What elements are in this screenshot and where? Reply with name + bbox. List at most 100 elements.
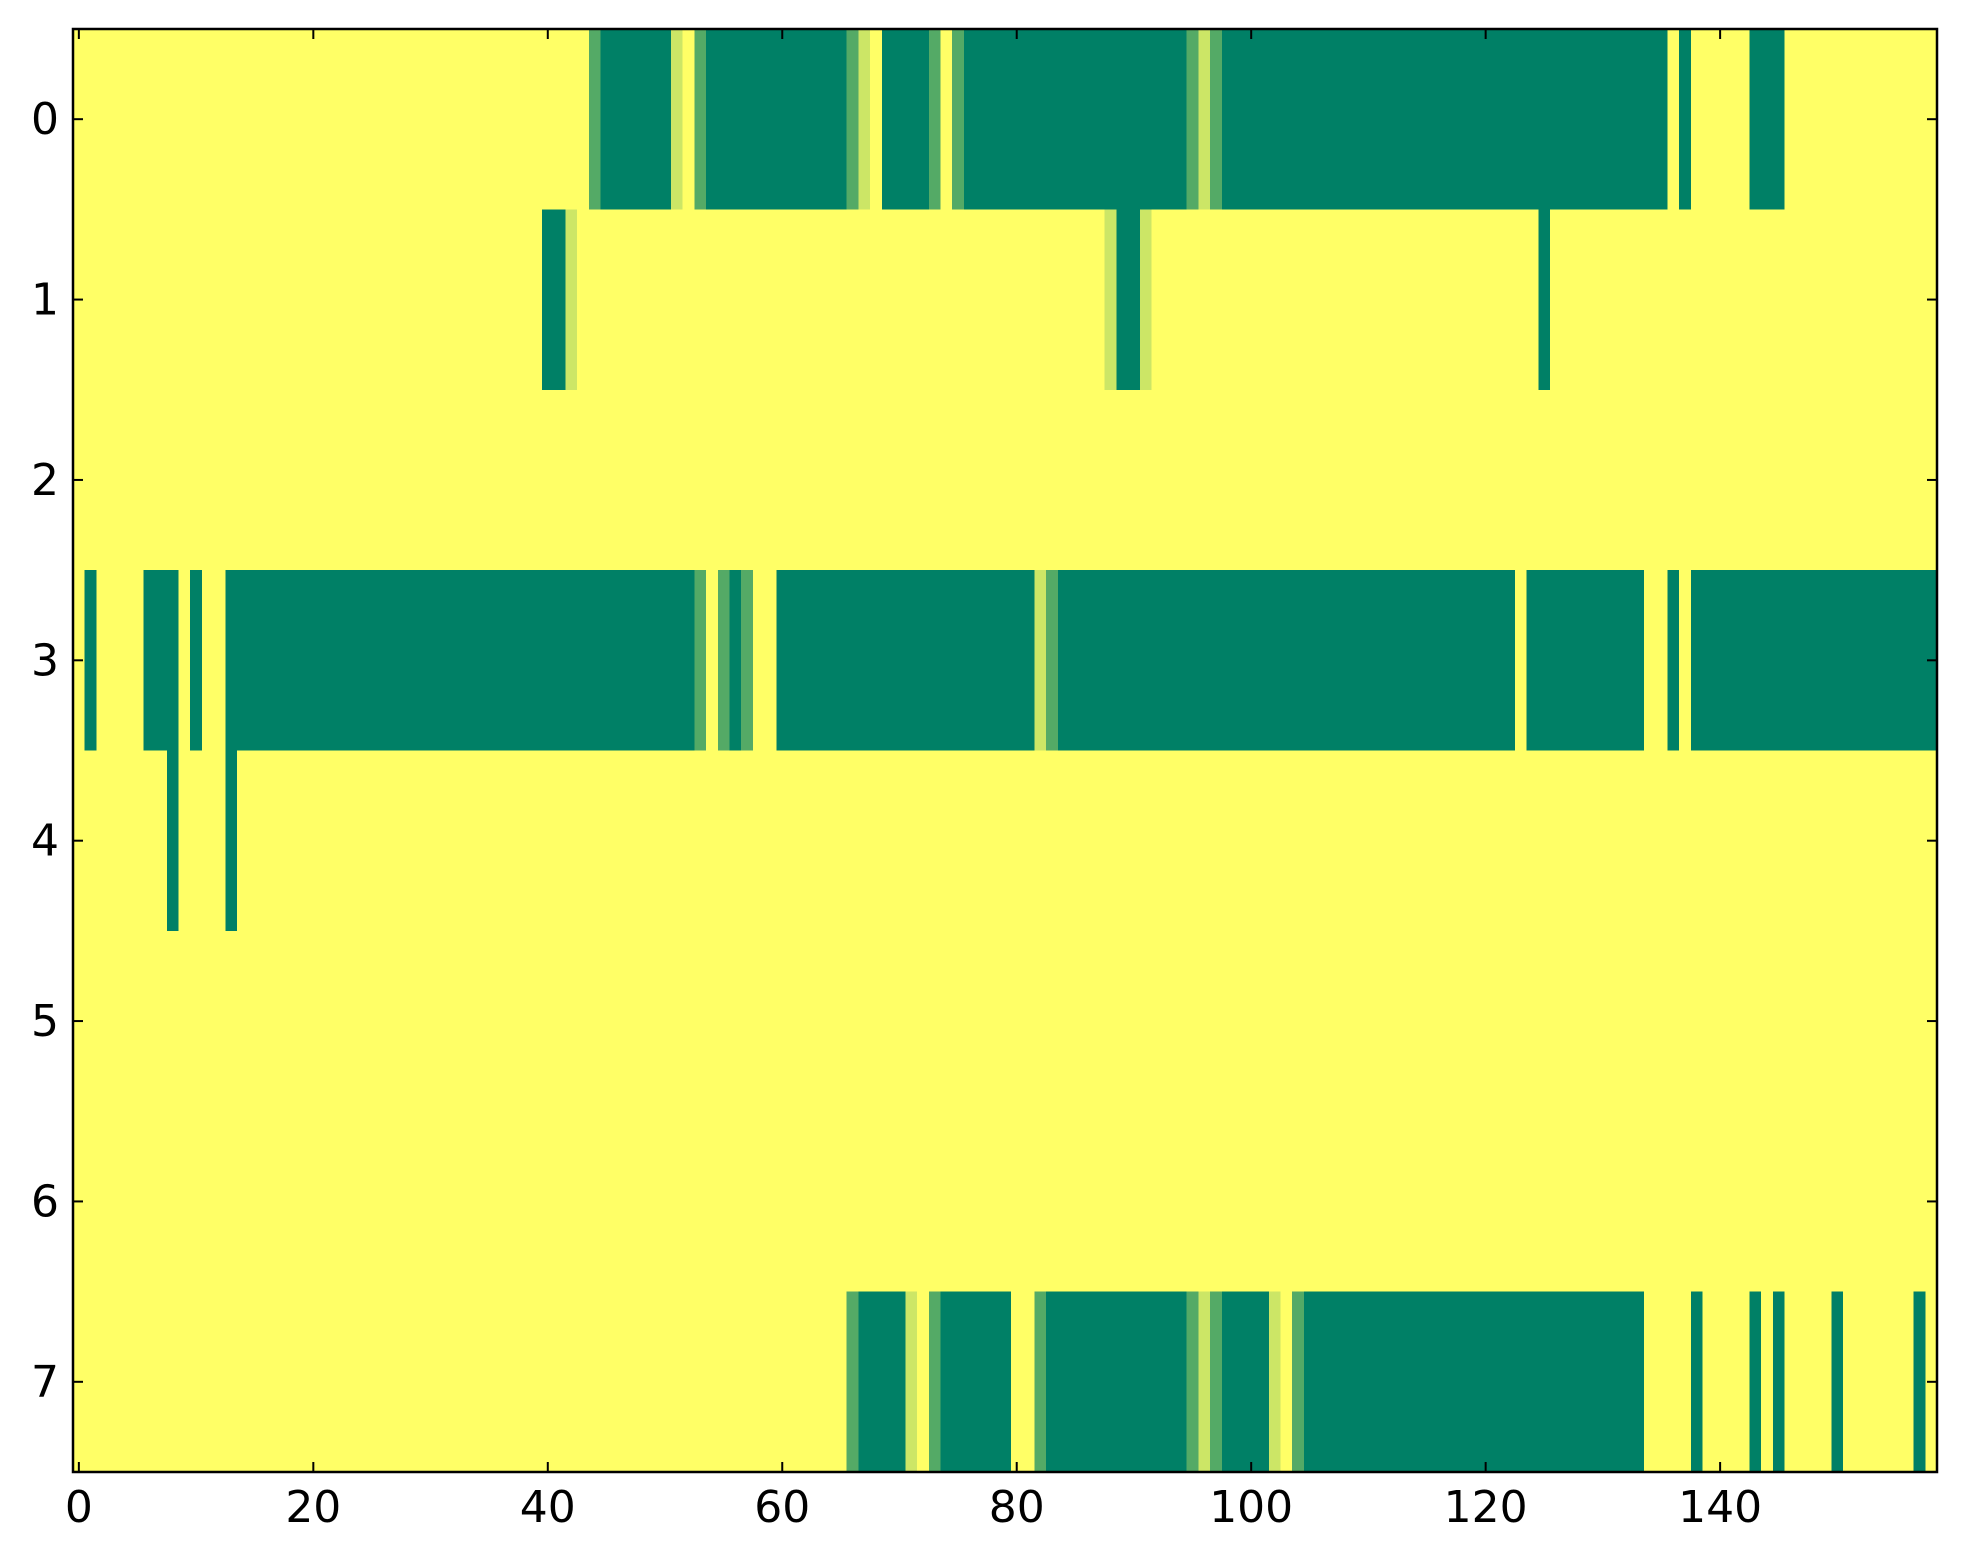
heatmap-cell bbox=[1350, 930, 1364, 1112]
heatmap-cell bbox=[940, 1291, 953, 1473]
heatmap-cell bbox=[1796, 930, 1809, 1112]
heatmap-cell bbox=[623, 750, 637, 932]
heatmap-cell bbox=[424, 1291, 438, 1473]
heatmap-cell bbox=[1198, 930, 1211, 1112]
heatmap-cell bbox=[1421, 389, 1434, 571]
heatmap-cell bbox=[635, 29, 649, 210]
heatmap-cell bbox=[1046, 209, 1059, 391]
heatmap-cell bbox=[1022, 1111, 1035, 1293]
heatmap-cell bbox=[166, 389, 180, 571]
heatmap-cell bbox=[1854, 1111, 1868, 1293]
heatmap-cell bbox=[999, 750, 1012, 932]
heatmap-cell bbox=[1163, 29, 1176, 210]
heatmap-cell bbox=[1186, 930, 1200, 1112]
heatmap-cell bbox=[1444, 930, 1457, 1112]
heatmap-cell bbox=[1725, 389, 1739, 571]
heatmap-cell bbox=[1010, 389, 1024, 571]
heatmap-cell bbox=[1819, 29, 1833, 210]
heatmap-cell bbox=[1819, 1291, 1833, 1473]
heatmap-cell bbox=[213, 389, 227, 571]
heatmap-cell bbox=[366, 570, 379, 752]
heatmap-cell bbox=[1632, 29, 1645, 210]
heatmap-cell bbox=[1397, 389, 1411, 571]
heatmap-cell bbox=[108, 750, 121, 932]
heatmap-cell bbox=[1210, 1291, 1223, 1473]
heatmap-cell bbox=[84, 930, 98, 1112]
heatmap-cell bbox=[1526, 930, 1540, 1112]
heatmap-cell bbox=[1280, 209, 1293, 391]
heatmap-cell bbox=[1468, 29, 1481, 210]
heatmap-cell bbox=[963, 750, 977, 932]
heatmap-cell bbox=[1913, 570, 1926, 752]
heatmap-cell bbox=[1690, 389, 1704, 571]
heatmap-cell bbox=[917, 750, 930, 932]
heatmap-cell bbox=[893, 570, 906, 752]
heatmap-cell bbox=[190, 29, 203, 210]
heatmap-cell bbox=[518, 209, 531, 391]
heatmap-cell bbox=[917, 389, 930, 571]
heatmap-cell bbox=[1550, 750, 1563, 932]
heatmap-cell bbox=[1702, 209, 1715, 391]
heatmap-cell bbox=[553, 29, 566, 210]
heatmap-cell bbox=[506, 209, 520, 391]
heatmap-cell bbox=[495, 389, 508, 571]
heatmap-cell bbox=[1268, 389, 1282, 571]
heatmap-cell bbox=[1643, 389, 1657, 571]
heatmap-cell bbox=[1725, 29, 1739, 210]
heatmap-cell bbox=[963, 1111, 977, 1293]
heatmap-cell bbox=[1655, 750, 1668, 932]
heatmap-cell bbox=[237, 1291, 250, 1473]
heatmap-cell bbox=[835, 930, 848, 1112]
heatmap-cell bbox=[1221, 750, 1235, 932]
heatmap-cell bbox=[1069, 750, 1082, 932]
heatmap-cell bbox=[553, 1111, 566, 1293]
heatmap-cell bbox=[1386, 1291, 1399, 1473]
heatmap-cell bbox=[1890, 29, 1903, 210]
heatmap-cell bbox=[1456, 29, 1469, 210]
heatmap-cell bbox=[483, 930, 496, 1112]
heatmap-cell bbox=[1081, 570, 1094, 752]
heatmap-cell bbox=[1831, 750, 1844, 932]
heatmap-cell bbox=[1679, 1291, 1692, 1473]
heatmap-cell bbox=[647, 1111, 660, 1293]
heatmap-cell bbox=[131, 570, 144, 752]
heatmap-cell bbox=[377, 750, 391, 932]
heatmap-cell bbox=[1808, 209, 1821, 391]
heatmap-cell bbox=[858, 570, 871, 752]
heatmap-cell bbox=[495, 29, 508, 210]
heatmap-cell bbox=[917, 29, 930, 210]
heatmap-cell bbox=[1128, 570, 1141, 752]
heatmap-cell bbox=[717, 930, 731, 1112]
heatmap-cell bbox=[541, 750, 555, 932]
heatmap-cell bbox=[600, 29, 613, 210]
heatmap-cell bbox=[1116, 570, 1129, 752]
heatmap-cell bbox=[1561, 570, 1575, 752]
heatmap-cell bbox=[1315, 750, 1328, 932]
heatmap-cell bbox=[1210, 1111, 1223, 1293]
heatmap-cell bbox=[143, 29, 156, 210]
heatmap-cell bbox=[401, 389, 414, 571]
heatmap-cell bbox=[330, 29, 344, 210]
heatmap-cell bbox=[1339, 389, 1352, 571]
heatmap-cell bbox=[178, 29, 191, 210]
heatmap-cell bbox=[342, 1111, 355, 1293]
heatmap-cell bbox=[1151, 930, 1164, 1112]
heatmap-cell bbox=[1268, 1111, 1282, 1293]
heatmap-cell bbox=[84, 29, 98, 210]
heatmap-cell bbox=[846, 1291, 860, 1473]
heatmap-cell bbox=[131, 389, 144, 571]
heatmap-cell bbox=[272, 930, 285, 1112]
heatmap-cell bbox=[319, 29, 332, 210]
heatmap-cell bbox=[330, 209, 344, 391]
heatmap-cell bbox=[752, 930, 766, 1112]
heatmap-cell bbox=[1514, 570, 1528, 752]
heatmap-cell bbox=[1585, 1111, 1598, 1293]
heatmap-cell bbox=[588, 1291, 602, 1473]
heatmap-cell bbox=[1186, 29, 1200, 210]
heatmap-cell bbox=[1761, 750, 1774, 932]
heatmap-cell bbox=[1257, 1291, 1270, 1473]
heatmap-cell bbox=[1643, 930, 1657, 1112]
heatmap-cell bbox=[1245, 750, 1258, 932]
heatmap-cell bbox=[448, 930, 461, 1112]
heatmap-cell bbox=[1597, 389, 1610, 571]
